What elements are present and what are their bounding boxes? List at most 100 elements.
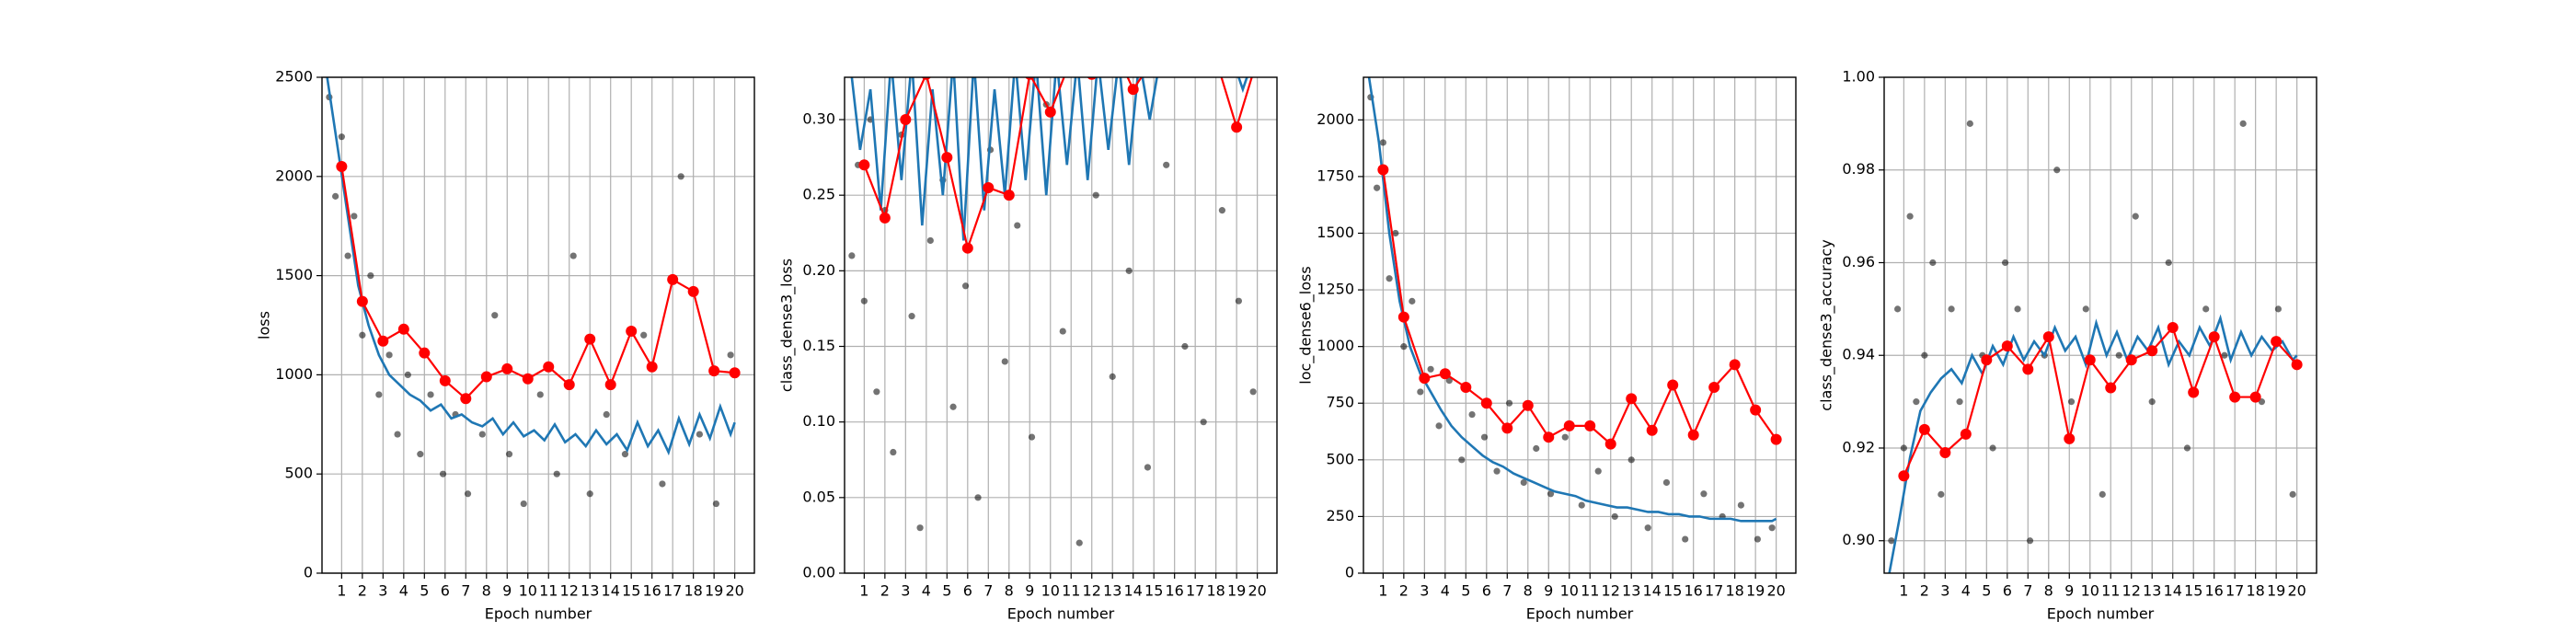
- y-axis-label: class_dense3_loss: [778, 259, 797, 392]
- batch-point: [417, 451, 424, 458]
- x-tick-label: 3: [378, 582, 387, 600]
- epoch-marker: [646, 361, 658, 373]
- x-tick-label: 4: [1961, 582, 1971, 600]
- epoch-marker: [626, 325, 638, 337]
- y-tick-label: 1500: [275, 266, 313, 283]
- plot-area: [1888, 120, 2303, 573]
- x-tick-label: 19: [1227, 582, 1246, 600]
- y-tick-label: 2000: [1317, 110, 1354, 128]
- x-tick-label: 19: [1746, 582, 1765, 600]
- x-tick-label: 4: [922, 582, 931, 600]
- y-tick-label: 0.98: [1842, 160, 1875, 178]
- batch-point: [553, 470, 560, 477]
- batch-point: [696, 431, 704, 438]
- batch-point: [586, 490, 593, 498]
- epoch-marker: [1939, 447, 1951, 459]
- x-tick-label: 10: [519, 582, 537, 600]
- epoch-marker: [900, 114, 912, 126]
- x-tick-label: 8: [2044, 582, 2053, 600]
- x-tick-label: 16: [1166, 582, 1184, 600]
- y-tick-label: 0.94: [1842, 346, 1875, 363]
- x-tick-label: 4: [1441, 582, 1450, 600]
- batch-point: [621, 451, 629, 458]
- epoch-marker: [1522, 399, 1534, 411]
- batch-point: [1700, 490, 1708, 498]
- y-tick-label: 1000: [275, 365, 313, 383]
- x-tick-label: 5: [1982, 582, 1991, 600]
- batch-point: [2014, 305, 2021, 313]
- x-tick-label: 7: [2023, 582, 2032, 600]
- x-tick-label: 14: [1643, 582, 1662, 600]
- epoch-marker: [501, 362, 513, 374]
- epoch-marker: [1626, 393, 1638, 405]
- x-tick-label: 16: [2205, 582, 2224, 600]
- x-tick-label: 3: [1940, 582, 1949, 600]
- batch-point: [2067, 398, 2076, 406]
- batch-point: [916, 524, 924, 532]
- x-tick-label: 1: [337, 582, 346, 600]
- batch-point: [1594, 467, 1602, 475]
- batch-point: [603, 410, 610, 419]
- batch-point: [1092, 191, 1099, 199]
- batch-point: [375, 391, 383, 398]
- x-tick-label: 20: [1766, 582, 1785, 600]
- epoch-marker: [2125, 354, 2137, 366]
- batch-point: [1392, 229, 1399, 237]
- batch-point: [2115, 351, 2122, 359]
- batch-point: [404, 371, 411, 378]
- batch-point: [1929, 259, 1937, 267]
- epoch-marker: [961, 242, 973, 254]
- batch-point: [1163, 161, 1170, 168]
- x-tick-label: 11: [2101, 582, 2120, 600]
- x-tick-label: 16: [643, 582, 661, 600]
- batch-point: [848, 252, 856, 259]
- batch-point: [1547, 490, 1555, 498]
- x-tick-label: 9: [2064, 582, 2074, 600]
- x-tick-label: 12: [1602, 582, 1620, 600]
- epoch-marker: [2167, 322, 2179, 334]
- batch-point: [908, 313, 915, 320]
- x-tick-label: 19: [2267, 582, 2285, 600]
- batch-point: [1561, 433, 1569, 441]
- batch-point: [367, 272, 374, 280]
- batch-point: [491, 312, 499, 319]
- batch-point: [1379, 139, 1386, 146]
- y-tick-label: 0.20: [802, 261, 835, 279]
- batch-point: [2289, 490, 2296, 498]
- x-axis-label: Epoch number: [1007, 605, 1115, 623]
- x-tick-label: 15: [622, 582, 640, 600]
- epoch-marker: [1377, 164, 1389, 176]
- axes-frame: [1883, 76, 2317, 574]
- x-tick-label: 8: [1524, 582, 1533, 600]
- batch-point: [359, 331, 366, 339]
- x-tick-label: 11: [1062, 582, 1080, 600]
- x-tick-label: 12: [1083, 582, 1101, 600]
- epoch-marker: [1918, 423, 1930, 435]
- x-tick-label: 10: [1560, 582, 1579, 600]
- epoch-marker: [460, 393, 472, 405]
- epoch-marker: [983, 181, 995, 193]
- x-tick-label: 20: [725, 582, 743, 600]
- batch-point: [727, 351, 734, 359]
- batch-point: [1125, 267, 1133, 274]
- batch-point: [332, 192, 339, 200]
- batch-point: [1386, 275, 1393, 282]
- x-tick-label: 5: [942, 582, 951, 600]
- x-tick-label: 18: [1725, 582, 1743, 600]
- epoch-marker: [1397, 311, 1409, 323]
- batch-point: [1768, 524, 1776, 532]
- batch-point: [439, 470, 447, 477]
- x-axis-label: Epoch number: [2047, 605, 2155, 623]
- batch-point: [926, 236, 934, 245]
- x-tick-label: 9: [502, 582, 512, 600]
- x-tick-label: 2: [880, 582, 890, 600]
- y-tick-label: 0.90: [1842, 531, 1875, 548]
- x-tick-label: 14: [602, 582, 620, 600]
- y-tick-label: 1.00: [1842, 68, 1875, 86]
- batch-point: [1682, 535, 1689, 543]
- x-tick-label: 10: [2081, 582, 2099, 600]
- y-tick-label: 0.10: [802, 412, 835, 430]
- epoch-marker: [1190, 53, 1201, 64]
- x-tick-label: 1: [1899, 582, 1908, 600]
